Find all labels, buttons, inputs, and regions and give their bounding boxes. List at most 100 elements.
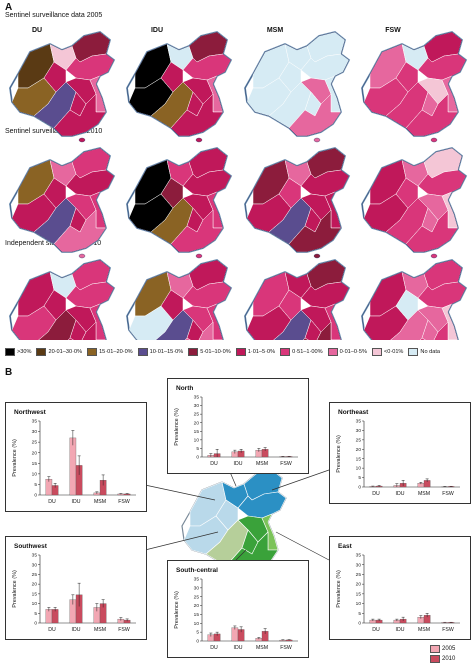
y-tick-label: 5 xyxy=(34,611,37,617)
y-tick-label: 5 xyxy=(358,611,361,617)
chart-east: East Prevalence (%) 0 5 10 15 20 25 30 35 DU IDU MSM… xyxy=(329,536,471,640)
x-tick-label: FSW xyxy=(442,627,454,633)
y-tick-label: 5 xyxy=(358,475,361,481)
y-tick-label: 30 xyxy=(356,428,362,434)
y-axis-label: Prevalence (%) xyxy=(12,439,18,477)
x-tick-label: MSM xyxy=(256,645,268,651)
y-tick-label: 35 xyxy=(194,395,200,401)
regions-map xyxy=(181,469,287,575)
x-tick-label: IDU xyxy=(396,627,405,633)
x-tick-label: DU xyxy=(372,491,380,497)
legend-label: No data xyxy=(420,349,440,355)
legend-label: 1·01–5·0% xyxy=(247,349,276,355)
y-axis-label: Prevalence (%) xyxy=(174,408,180,446)
legend-swatch xyxy=(87,348,98,356)
y-axis-label: Prevalence (%) xyxy=(174,591,180,629)
map-column-label-msm: MSM xyxy=(266,27,284,34)
connector-line xyxy=(229,471,237,487)
choropleth-maps xyxy=(9,31,468,340)
y-axis-label: Prevalence (%) xyxy=(12,570,18,608)
china-map xyxy=(244,31,351,143)
china-map xyxy=(361,31,468,143)
map-border xyxy=(244,147,350,253)
y-tick-label: 0 xyxy=(196,639,199,645)
y-tick-label: 15 xyxy=(194,612,200,618)
y-tick-label: 15 xyxy=(32,591,38,597)
y-tick-label: 35 xyxy=(194,577,200,583)
legend-swatch xyxy=(137,348,148,356)
bar-2010 xyxy=(51,609,59,624)
y-tick-label: 25 xyxy=(356,572,362,578)
legend-label-2005: 2005 xyxy=(442,646,456,652)
x-tick-label: IDU xyxy=(72,627,81,633)
legend-label: 0·01–0·5% xyxy=(339,349,367,355)
map-border xyxy=(9,259,115,340)
y-tick-label: 20 xyxy=(356,582,362,588)
bar-2005 xyxy=(45,609,53,624)
connector-line xyxy=(144,484,216,501)
y-tick-label: 30 xyxy=(194,585,200,591)
chart-northwest: Northwest Prevalence (%) 0 5 10 15 20 25 30 35 DU I… xyxy=(5,402,147,512)
hainan-island xyxy=(78,137,86,143)
province-region xyxy=(67,321,107,340)
y-tick-label: 35 xyxy=(32,553,38,559)
legend-swatch xyxy=(235,348,246,356)
map-border xyxy=(361,259,467,340)
x-tick-label: MSM xyxy=(418,491,430,497)
y-axis-label: Prevalence (%) xyxy=(336,435,342,473)
y-tick-label: 15 xyxy=(356,456,362,462)
province-region xyxy=(43,177,67,209)
y-tick-label: 15 xyxy=(194,429,200,435)
y-tick-label: 25 xyxy=(356,437,362,443)
y-tick-label: 0 xyxy=(358,621,361,627)
legend-item: 15·01–20·0% xyxy=(87,348,133,356)
legend-item: 20·01–30·0% xyxy=(36,348,82,356)
chart-southwest: Southwest Prevalence (%) 0 5 10 15 20 25 30 35 DU I… xyxy=(5,536,147,640)
chart-title: East xyxy=(338,543,353,550)
chart-title: Northwest xyxy=(14,409,47,416)
map-border xyxy=(361,147,467,253)
legend-label: >30% xyxy=(17,349,32,355)
map-border xyxy=(244,259,350,340)
map-border xyxy=(126,31,232,137)
legend-item-2010: 2010 xyxy=(430,655,455,663)
year-legend: 2005 2010 xyxy=(430,645,455,663)
legend-swatch xyxy=(5,348,15,356)
province-region xyxy=(421,319,439,340)
x-tick-label: IDU xyxy=(234,645,243,651)
province-region xyxy=(278,289,302,321)
china-map xyxy=(126,147,233,259)
legend-item: 0·51–1·00% xyxy=(280,348,323,356)
province-region xyxy=(395,61,419,93)
province-region xyxy=(69,319,87,340)
legend-label: 5·01–10·0% xyxy=(200,349,231,355)
y-tick-label: 5 xyxy=(196,446,199,452)
province-region xyxy=(395,177,419,209)
y-tick-label: 25 xyxy=(194,594,200,600)
row-title-sentinel-2010: Sentinel surveillance data 2010 xyxy=(5,128,103,135)
chart-north: North Prevalence (%) 0 5 10 15 20 25 30 35 DU IDU MS… xyxy=(167,378,309,474)
x-tick-label: IDU xyxy=(396,491,405,497)
province-region xyxy=(186,319,204,340)
x-tick-label: MSM xyxy=(256,461,268,467)
legend-label: 15·01–20·0% xyxy=(99,349,133,355)
province-region xyxy=(43,61,67,93)
legend-item: 1·01–5·0% xyxy=(235,348,276,356)
y-tick-label: 10 xyxy=(356,601,362,607)
connector-line xyxy=(235,549,247,561)
y-tick-label: 20 xyxy=(194,603,200,609)
legend-swatch xyxy=(280,348,291,356)
map-border xyxy=(126,147,232,253)
y-tick-label: 0 xyxy=(196,455,199,461)
legend-swatch-2010 xyxy=(430,655,440,663)
china-map xyxy=(9,31,116,143)
x-tick-label: DU xyxy=(210,645,218,651)
province-region xyxy=(419,321,459,340)
y-tick-label: 35 xyxy=(356,553,362,559)
y-tick-label: 25 xyxy=(32,440,38,446)
y-tick-label: 35 xyxy=(356,419,362,425)
x-tick-label: DU xyxy=(372,627,380,633)
legend-item: No data xyxy=(408,348,440,356)
china-map xyxy=(244,259,351,340)
